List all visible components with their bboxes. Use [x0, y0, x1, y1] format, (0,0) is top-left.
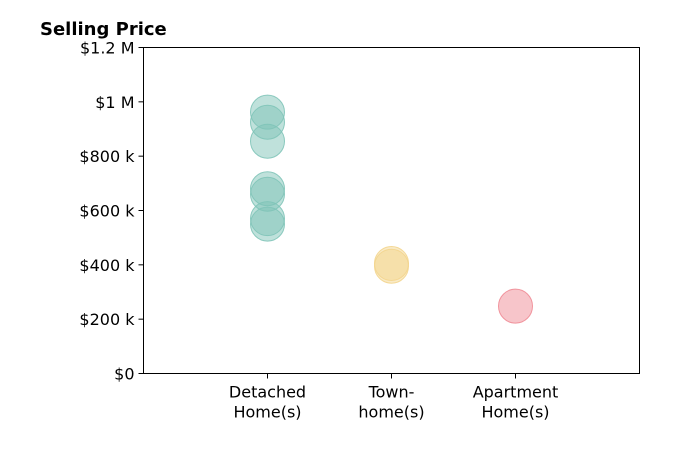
- data-points: [250, 94, 533, 324]
- x-tick-label: Apartment: [473, 383, 559, 402]
- x-tick-label: Home(s): [481, 403, 549, 422]
- x-tick-label: Home(s): [233, 403, 301, 422]
- data-point: [498, 288, 533, 324]
- x-tick-label: home(s): [358, 403, 424, 422]
- data-point: [374, 248, 409, 284]
- data-point: [250, 206, 285, 242]
- chart-title: Selling Price: [40, 19, 167, 40]
- data-point: [250, 123, 285, 159]
- y-tick-label: $1 M: [95, 93, 134, 112]
- y-tick-label: $200 k: [79, 310, 135, 329]
- plot-frame: [143, 47, 640, 374]
- x-tick-label: Detached: [229, 383, 306, 402]
- y-tick-label: $800 k: [79, 147, 135, 166]
- x-axis: DetachedHome(s)Town-home(s)ApartmentHome…: [229, 373, 559, 422]
- y-tick-label: $1.2 M: [80, 39, 135, 58]
- y-tick-label: $600 k: [79, 202, 135, 221]
- y-axis: $0 $200 k $400 k $600 k $800 k $1 M $1.2 M: [79, 39, 144, 384]
- y-tick-label: $0: [114, 365, 134, 384]
- y-tick-label: $400 k: [79, 256, 135, 275]
- x-tick-label: Town-: [368, 383, 415, 402]
